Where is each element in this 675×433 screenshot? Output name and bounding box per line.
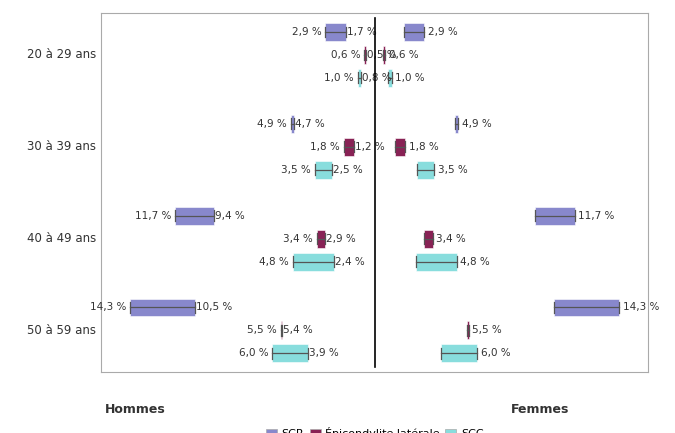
Text: 14,3 %: 14,3 % [90,303,126,313]
Text: 11,7 %: 11,7 % [578,210,615,221]
Text: 4,8 %: 4,8 % [460,257,490,267]
Text: 3,4 %: 3,4 % [283,234,313,244]
Text: 1,8 %: 1,8 % [310,142,340,152]
Bar [325,23,346,41]
Bar [315,161,332,179]
Text: 5,4 %: 5,4 % [284,326,313,336]
Bar [293,252,333,271]
Text: 1,7 %: 1,7 % [347,27,377,37]
Bar [175,207,214,225]
Text: 4,9 %: 4,9 % [462,119,492,129]
Text: 4,8 %: 4,8 % [259,257,289,267]
Text: 4,9 %: 4,9 % [257,119,287,129]
Bar [388,69,391,87]
Bar [383,46,385,64]
Text: 1,0 %: 1,0 % [396,73,425,83]
Text: 3,4 %: 3,4 % [437,234,466,244]
Bar [554,298,619,317]
Bar [291,115,294,133]
Text: Hommes: Hommes [105,403,165,416]
Text: 3,9 %: 3,9 % [309,349,339,359]
Text: 20 à 29 ans: 20 à 29 ans [27,48,96,61]
Text: 5,5 %: 5,5 % [247,326,277,336]
Bar [424,229,433,248]
Text: 40 à 49 ans: 40 à 49 ans [27,232,96,245]
Text: 1,8 %: 1,8 % [409,142,439,152]
Text: 0,6 %: 0,6 % [331,50,360,60]
Text: 5,5 %: 5,5 % [472,326,502,336]
Text: 2,9 %: 2,9 % [292,27,321,37]
Text: 30 à 39 ans: 30 à 39 ans [27,140,96,153]
Legend: SCR, Épicondylite latérale, SCC: SCR, Épicondylite latérale, SCC [266,427,483,433]
Text: 6,0 %: 6,0 % [481,349,510,359]
Text: 0,8 %: 0,8 % [362,73,391,83]
Bar [417,161,435,179]
Bar [441,344,477,362]
Bar [404,23,424,41]
Bar [395,138,406,156]
Bar [358,69,361,87]
Bar [344,138,354,156]
Text: 0,6 %: 0,6 % [389,50,418,60]
Text: Femmes: Femmes [511,403,569,416]
Text: 3,5 %: 3,5 % [281,165,311,175]
Text: 0,5 %: 0,5 % [367,50,397,60]
Text: 50 à 59 ans: 50 à 59 ans [27,324,96,337]
Text: 2,5 %: 2,5 % [333,165,362,175]
Text: 3,5 %: 3,5 % [438,165,468,175]
Text: 4,7 %: 4,7 % [296,119,325,129]
Text: 2,9 %: 2,9 % [326,234,356,244]
Text: 10,5 %: 10,5 % [196,303,233,313]
Text: 2,9 %: 2,9 % [428,27,458,37]
Text: 2,4 %: 2,4 % [335,257,365,267]
Text: 14,3 %: 14,3 % [623,303,659,313]
Bar [455,115,458,133]
Bar [130,298,195,317]
Bar [535,207,574,225]
Bar [317,229,325,248]
Bar [272,344,308,362]
Text: 9,4 %: 9,4 % [215,210,245,221]
Bar [467,321,468,339]
Bar [281,321,282,339]
Text: 11,7 %: 11,7 % [134,210,171,221]
Text: 1,2 %: 1,2 % [355,142,385,152]
Text: 6,0 %: 6,0 % [239,349,269,359]
Bar [364,46,366,64]
Text: 1,0 %: 1,0 % [324,73,354,83]
Bar [416,252,456,271]
